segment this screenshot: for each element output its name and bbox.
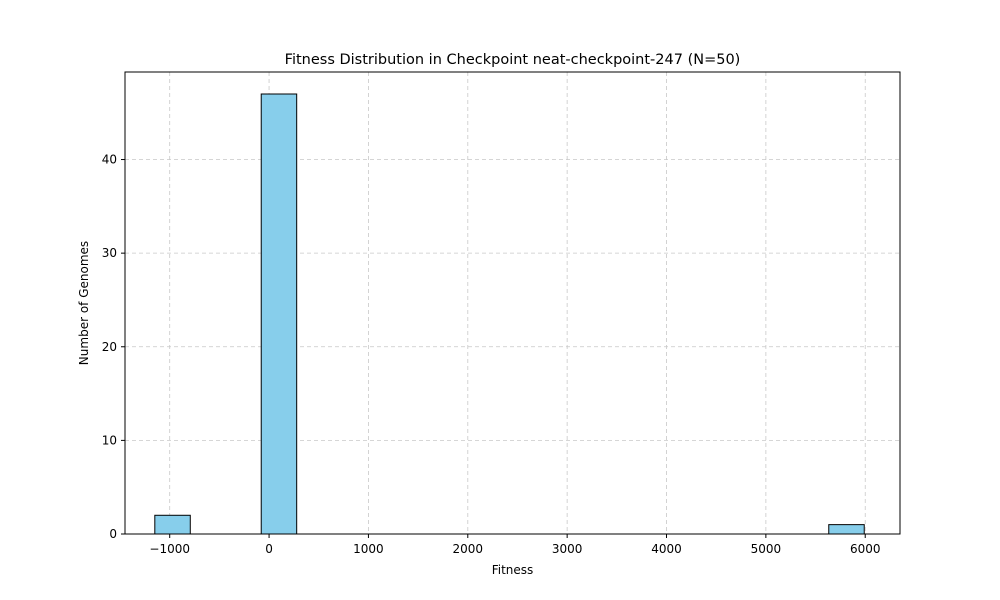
histogram-bar-1 bbox=[260, 93, 298, 535]
histogram-bars bbox=[154, 93, 865, 535]
x-tick-label-5: 4000 bbox=[651, 542, 682, 556]
x-axis-ticks: −1000 0 1000 2000 3000 4000 5000 6000 bbox=[149, 534, 880, 556]
x-tick-label-0: −1000 bbox=[149, 542, 190, 556]
histogram-bar-0 bbox=[154, 514, 191, 535]
plot-area-frame bbox=[124, 71, 901, 535]
x-tick-label-7: 6000 bbox=[850, 542, 881, 556]
y-tick-label-0: 0 bbox=[109, 527, 117, 541]
y-axis-ticks: 0 10 20 30 40 bbox=[102, 153, 125, 541]
x-tick-label-3: 2000 bbox=[453, 542, 484, 556]
chart-title: Fitness Distribution in Checkpoint neat-… bbox=[285, 52, 741, 68]
y-tick-label-3: 30 bbox=[102, 246, 117, 260]
x-tick-label-4: 3000 bbox=[552, 542, 583, 556]
y-tick-label-2: 20 bbox=[102, 340, 117, 354]
y-tick-label-1: 10 bbox=[102, 433, 117, 447]
x-tick-label-2: 1000 bbox=[353, 542, 384, 556]
histogram-bar-2 bbox=[828, 524, 865, 535]
y-tick-label-4: 40 bbox=[102, 153, 117, 167]
x-axis-label: Fitness bbox=[492, 563, 534, 577]
y-axis-label: Number of Genomes bbox=[77, 241, 91, 365]
x-tick-label-1: 0 bbox=[265, 542, 273, 556]
x-tick-label-6: 5000 bbox=[751, 542, 782, 556]
